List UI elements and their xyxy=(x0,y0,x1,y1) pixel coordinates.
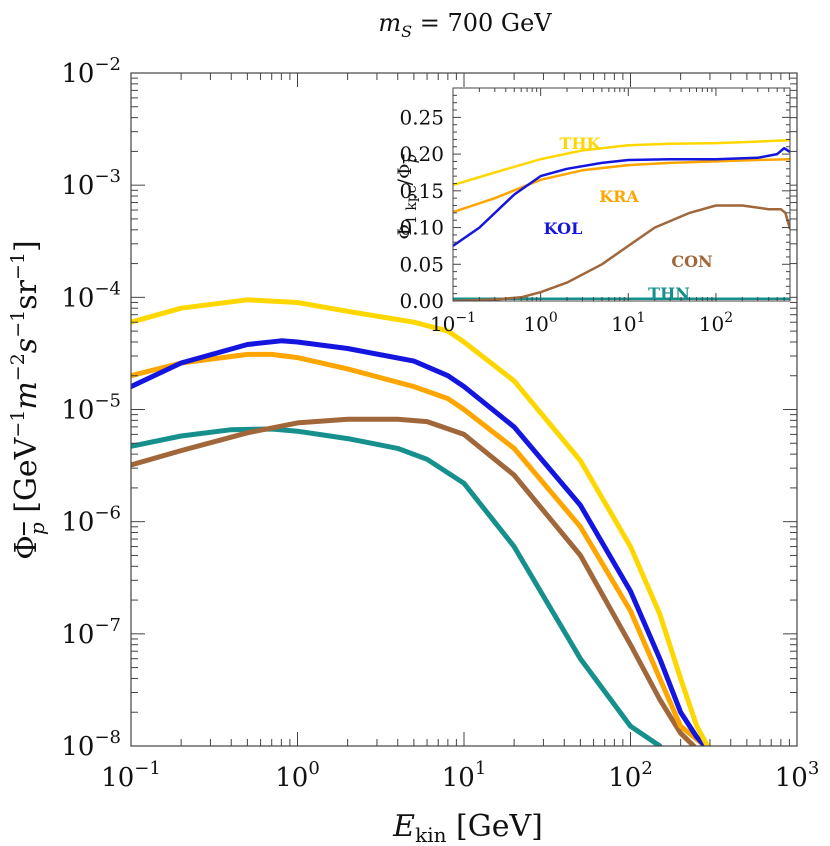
inset-y-tick-label: 0.05 xyxy=(399,252,444,276)
inset-label-thn: THN xyxy=(648,284,690,303)
inset-y-axis-title: Φ1 kpc/Φp xyxy=(394,154,420,239)
inset-label-con: CON xyxy=(671,252,712,271)
inset-x-tick-label: 100 xyxy=(523,310,557,336)
inset-line-thk xyxy=(453,138,790,187)
main-series-group xyxy=(131,297,710,746)
inset-line-con xyxy=(453,204,790,301)
inset-line-kra xyxy=(453,157,790,214)
x-tick-label: 100 xyxy=(275,758,320,793)
x-tick-label: 103 xyxy=(775,758,820,793)
y-tick-label: 10−8 xyxy=(61,727,121,762)
y-tick-label: 10−4 xyxy=(61,278,121,313)
x-tick-label: 10−1 xyxy=(101,758,161,793)
inset-label-thk: THK xyxy=(560,134,602,153)
inset-x-tick-label: 102 xyxy=(699,310,733,336)
series-line-thk xyxy=(131,297,710,746)
inset-x-tick-label: 10−1 xyxy=(430,310,476,336)
series-line-kol xyxy=(131,338,708,746)
y-tick-label: 10−3 xyxy=(61,166,121,201)
x-axis-title: Ekin [GeV] xyxy=(392,809,543,846)
y-axis-title: Φp [GeV−1m−2s−1sr−1] xyxy=(7,240,49,559)
x-tick-label: 102 xyxy=(608,758,653,793)
inset-y-tick-label: 0.15 xyxy=(399,179,444,203)
series-line-kra xyxy=(131,351,708,746)
inset-line-kol xyxy=(453,146,790,247)
inset-x-tick-label: 101 xyxy=(611,310,645,336)
inset-label-kra: KRA xyxy=(599,187,639,206)
inset-y-tick-label: 0.00 xyxy=(399,289,444,313)
y-tick-label: 10−2 xyxy=(61,54,121,89)
y-tick-label: 10−7 xyxy=(61,615,121,650)
series-line-thn xyxy=(131,426,663,746)
inset-y-tick-label: 0.10 xyxy=(399,216,444,240)
series-line-con xyxy=(131,416,697,746)
y-tick-label: 10−5 xyxy=(61,391,121,426)
inset-y-tick-label: 0.25 xyxy=(399,105,444,129)
x-tick-label: 101 xyxy=(442,758,487,793)
main-plot: 10−1 100 101 102 103 10−8 10−7 10−6 10−5 10−4 10−3… xyxy=(61,54,819,793)
chart-title: mS = 700 GeV xyxy=(378,9,552,41)
inset-background xyxy=(453,88,790,301)
inset-frame xyxy=(452,87,791,302)
inset-y-tick-label: 0.20 xyxy=(399,142,444,166)
inset-plot: 10−1 100 101 102 0.00 0.05 0.10 0.15 0.20 0.25 THK… xyxy=(399,87,791,336)
inset-label-kol: KOL xyxy=(544,219,583,238)
y-tick-label: 10−6 xyxy=(61,503,121,538)
